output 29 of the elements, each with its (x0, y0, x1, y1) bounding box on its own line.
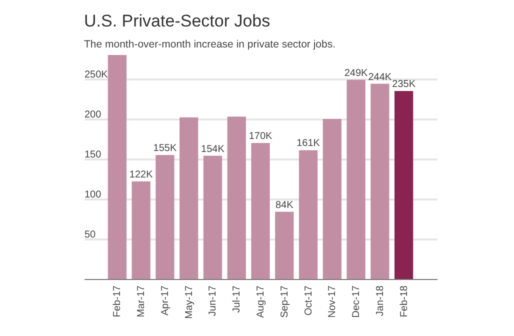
x-tick-label: Feb-17 (112, 285, 124, 318)
data-label: 161K (296, 138, 320, 150)
y-tick-label: 100 (84, 190, 102, 200)
data-label: 235K (392, 79, 416, 90)
data-label: 155K (153, 143, 177, 154)
chart-subtitle: The month-over-month increase in private sector jobs. (84, 38, 336, 50)
x-tick-label: Oct-17 (303, 285, 314, 316)
chart-title: U.S. Private-Sector Jobs (84, 12, 270, 30)
y-tick-label: 50 (84, 230, 96, 240)
x-tick-label: Dec-17 (351, 285, 362, 318)
x-tick-label: Feb-18 (398, 285, 410, 318)
x-tick-label: Jun-17 (208, 285, 219, 316)
data-label: 244K (368, 72, 392, 83)
x-tick-label: Sep-17 (279, 285, 290, 318)
data-label: 170K (248, 131, 273, 142)
data-label: 122K (129, 169, 154, 180)
x-tick-label: Apr-17 (160, 285, 171, 316)
y-tick-label: 200 (84, 110, 102, 120)
data-label: 84K (275, 200, 294, 211)
x-tick-label: Nov-17 (327, 285, 338, 318)
x-tick-label: Aug-17 (256, 285, 266, 318)
x-tick-label: Jan-18 (374, 285, 386, 316)
x-tick-label: Mar-17 (136, 285, 148, 318)
data-label: 249K (344, 68, 368, 79)
x-tick-label: May-17 (184, 285, 195, 319)
data-label: 154K (201, 144, 225, 155)
x-tick-label: Jul-17 (232, 285, 243, 313)
y-tick-label: 150 (84, 150, 102, 160)
y-tick-label: 250K (84, 70, 108, 80)
